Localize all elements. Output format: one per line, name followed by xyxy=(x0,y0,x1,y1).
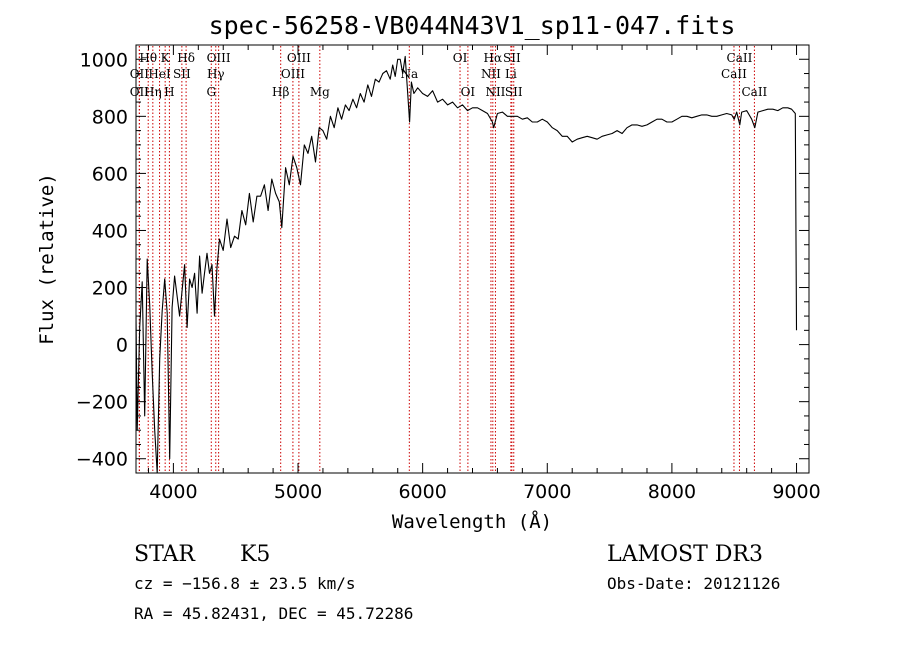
sky-coordinates: RA = 45.82431, DEC = 45.72286 xyxy=(134,604,413,623)
line-label-nii-21: NII xyxy=(481,67,501,81)
y-tick-label-200: 200 xyxy=(92,278,128,300)
line-label-oi-18: OI xyxy=(461,85,476,99)
y-tick-label--200: −200 xyxy=(76,392,128,414)
axes-layer: 4000 5000 6000 7000 8000 9000 −400 −200 0 200 400 6… xyxy=(76,44,821,503)
series-spectrum xyxy=(136,55,798,473)
line-label-oiii-9: OIII xyxy=(207,51,231,65)
y-tick-label-800: 800 xyxy=(92,106,128,128)
line-label-hθ-0: Hθ xyxy=(139,51,157,65)
y-tick-label-0: 0 xyxy=(116,335,128,357)
line-label-sii-20: SII xyxy=(503,51,521,65)
line-label-sii-24: SII xyxy=(505,85,523,99)
line-label-hβ-14: Hβ xyxy=(272,85,289,99)
x-axis-label: Wavelength (Å) xyxy=(392,510,552,533)
object-subclass: K5 xyxy=(240,542,270,567)
y-tick-label-400: 400 xyxy=(92,220,128,242)
line-label-hei-5: HeI xyxy=(148,67,171,81)
survey-name: LAMOST DR3 xyxy=(607,542,763,567)
line-label-oiii-12: OIII xyxy=(287,51,311,65)
series-layer xyxy=(136,55,798,473)
line-label-k-3: K xyxy=(161,51,171,65)
x-tick-label-5000: 5000 xyxy=(274,481,322,503)
x-tick-label-4000: 4000 xyxy=(149,481,197,503)
line-label-caii-25: CaII xyxy=(727,51,753,65)
y-axis-label: Flux (relative) xyxy=(36,173,58,345)
y-tick-label--400: −400 xyxy=(76,449,128,471)
chart-title: spec-56258-VB044N43V1_sp11-047.fits xyxy=(209,11,736,40)
line-label-hη-4: Hη xyxy=(144,85,162,99)
x-tick-label-8000: 8000 xyxy=(648,481,696,503)
y-tick-label-600: 600 xyxy=(92,163,128,185)
line-label-na-16: Na xyxy=(400,67,418,81)
observation-date: Obs-Date: 20121126 xyxy=(607,574,780,593)
line-label-h-7: H xyxy=(164,85,174,99)
object-class: STAR xyxy=(134,542,196,567)
redshift-velocity: cz = −156.8 ± 23.5 km/s xyxy=(134,574,356,593)
line-label-oi-17: OI xyxy=(453,51,468,65)
x-tick-label-9000: 9000 xyxy=(772,481,820,503)
x-tick-label-7000: 7000 xyxy=(523,481,571,503)
line-label-nii-23: NII xyxy=(485,85,505,99)
line-label-g-11: G xyxy=(206,85,216,99)
x-tick-label-6000: 6000 xyxy=(398,481,446,503)
line-label-li-22: Li xyxy=(505,67,517,81)
line-label-caii-27: CaII xyxy=(741,85,767,99)
line-label-hα-19: Hα xyxy=(484,51,503,65)
line-label-caii-26: CaII xyxy=(721,67,747,81)
line-label-oiii-13: OIII xyxy=(281,67,305,81)
line-label-hγ-10: Hγ xyxy=(207,67,225,81)
line-marker-layer xyxy=(138,46,755,473)
plot-frame xyxy=(135,44,810,474)
line-label-sii-6: SII xyxy=(173,67,191,81)
line-label-hδ-8: Hδ xyxy=(177,51,195,65)
line-label-mg-15: Mg xyxy=(310,85,330,99)
y-tick-label-1000: 1000 xyxy=(80,49,128,71)
line-label-oii-2: OII xyxy=(130,85,150,99)
